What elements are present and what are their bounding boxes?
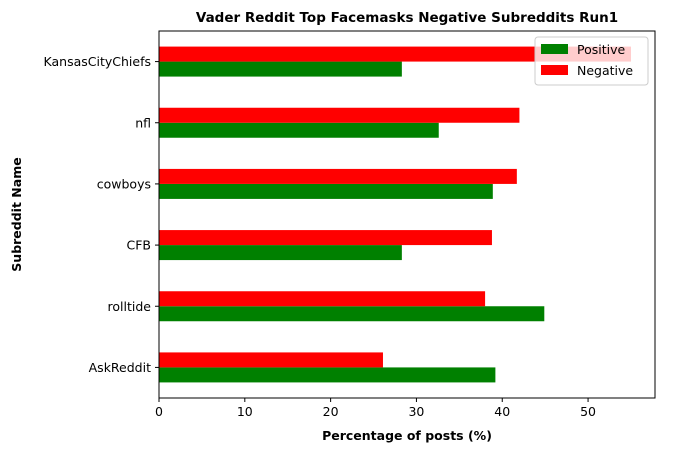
chart-title: Vader Reddit Top Facemasks Negative Subr… (196, 10, 618, 26)
y-axis-label: Subreddit Name (9, 157, 24, 271)
y-tick-label: rolltide (108, 299, 152, 314)
bar-positive-rolltide (159, 306, 545, 322)
x-tick-label: 30 (408, 404, 424, 419)
legend-swatch-negative (541, 65, 568, 75)
legend-swatch-positive (541, 44, 568, 54)
bar-negative-nfl (159, 107, 520, 123)
x-tick-label: 40 (494, 404, 510, 419)
x-tick-label: 0 (155, 404, 163, 419)
plot-frame (158, 30, 656, 399)
bar-positive-cowboys (159, 183, 493, 199)
x-tick-label: 50 (580, 404, 596, 419)
legend-label-negative: Negative (577, 63, 633, 78)
y-axis-ticks: AskReddit rolltide CFB cowboys nfl KansasCity… (44, 54, 159, 375)
x-axis-ticks: 0 10 20 30 40 50 (155, 398, 596, 419)
bar-positive-kansascitychiefs (159, 61, 402, 77)
bar-negative-cfb (159, 230, 492, 246)
y-tick-label: KansasCityChiefs (44, 54, 151, 69)
legend-label-positive: Positive (577, 42, 625, 57)
bar-negative-cowboys (159, 168, 517, 184)
bar-negative-rolltide (159, 291, 486, 307)
x-axis-label: Percentage of posts (%) (322, 428, 492, 443)
bars (159, 46, 631, 383)
bar-negative-kansascitychiefs (159, 46, 631, 62)
bar-positive-cfb (159, 245, 402, 261)
bar-positive-askreddit (159, 367, 496, 383)
y-tick-label: nfl (135, 115, 151, 130)
bar-positive-nfl (159, 122, 439, 138)
y-tick-label: AskReddit (89, 360, 151, 375)
legend: Positive Negative (534, 36, 649, 86)
x-tick-label: 20 (323, 404, 339, 419)
bar-negative-askreddit (159, 352, 383, 368)
x-tick-label: 10 (237, 404, 253, 419)
y-tick-label: cowboys (97, 176, 151, 191)
y-tick-label: CFB (127, 238, 152, 253)
